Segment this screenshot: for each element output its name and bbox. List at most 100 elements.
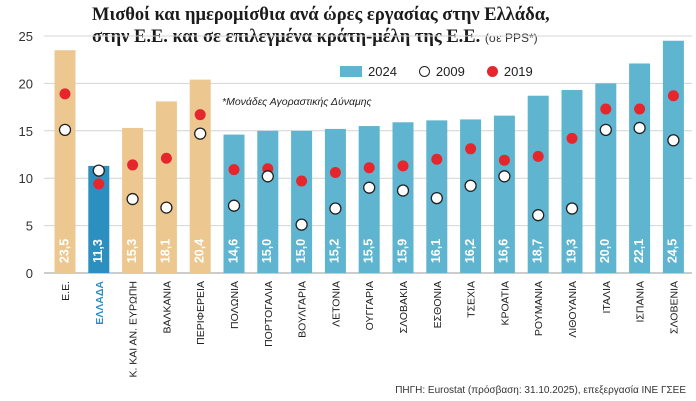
- bar-value-label: 14,6: [226, 239, 240, 263]
- dot-2019: [566, 132, 578, 144]
- bar: [291, 130, 313, 273]
- bar-value-label: 20,4: [192, 239, 206, 263]
- x-tick-label: ΛΕΤΟΝΙΑ: [330, 281, 342, 327]
- bar: [662, 40, 684, 273]
- dot-2019: [194, 109, 206, 121]
- dot-2009: [295, 218, 308, 231]
- dot-2019: [59, 88, 71, 100]
- dot-2019: [296, 175, 308, 187]
- dot-2019: [397, 160, 409, 172]
- x-tick-label: ΙΣΠΑΝΙΑ: [635, 281, 647, 323]
- x-tick-label: ΒΟΥΛΓΑΡΙΑ: [297, 281, 309, 338]
- bar-value-label: 11,3: [91, 239, 105, 263]
- bar-value-label: 18,1: [159, 239, 173, 263]
- legend-item-2024: 2024: [340, 64, 397, 79]
- x-tick-label: ΣΛΟΒΕΝΙΑ: [668, 281, 680, 334]
- bar-value-label: 22,1: [632, 239, 646, 263]
- dot-2009: [261, 170, 274, 183]
- dot-2009: [363, 181, 376, 194]
- bar-value-label: 20,0: [598, 239, 612, 263]
- bar-value-label: 15,0: [294, 239, 308, 263]
- legend: 2024 2009 2019: [340, 64, 555, 79]
- dot-2009: [498, 170, 511, 183]
- bar-value-label: 24,5: [666, 239, 680, 263]
- bar: [155, 101, 177, 273]
- dot-2009: [227, 199, 241, 212]
- bar: [561, 90, 583, 273]
- x-tick-label: ΟΥΓΓΑΡΙΑ: [364, 281, 376, 330]
- dot-2019: [498, 154, 510, 166]
- bar-value-label: 16,6: [497, 239, 511, 263]
- dot-2019: [600, 103, 612, 115]
- bar-value-label: 15,5: [361, 239, 375, 263]
- x-tick-label: ΣΛΟΒΑΚΙΑ: [398, 281, 410, 333]
- dot-2009: [599, 123, 612, 137]
- bar: [88, 165, 110, 273]
- bar-value-label: 15,9: [395, 239, 409, 263]
- y-tick-label: 20: [19, 76, 33, 91]
- bar: [629, 63, 651, 273]
- y-tick-label: 0: [26, 266, 33, 281]
- legend-swatch-red-dot: [486, 66, 498, 77]
- dot-2019: [228, 164, 240, 176]
- x-tick-label: ΕΣΘΟΝΙΑ: [432, 281, 444, 328]
- x-tick-label: ΡΟΥΜΑΝΙΑ: [533, 281, 545, 336]
- x-tick-label: ΚΡΟΑΤΙΑ: [499, 281, 511, 326]
- bar-value-label: 18,7: [530, 239, 544, 263]
- x-tick-label: ΙΤΑΛΙΑ: [601, 281, 613, 314]
- legend-label-2024: 2024: [368, 64, 397, 79]
- dot-2019: [634, 103, 646, 115]
- dot-2009: [532, 209, 545, 222]
- dot-2019: [667, 90, 679, 102]
- legend-item-2009: 2009: [418, 64, 465, 79]
- dot-2019: [532, 150, 544, 162]
- dot-2009: [160, 201, 173, 214]
- x-tick-label: ΤΣΕΧΙΑ: [466, 281, 478, 318]
- legend-swatch-bar: [340, 66, 362, 77]
- dot-2009: [667, 134, 680, 147]
- dot-2019: [363, 162, 375, 174]
- x-tick-label: ΒΑΛΚΑΝΙΑ: [161, 281, 173, 334]
- bar-value-label: 15,3: [125, 239, 139, 263]
- chart-title: Μισθοί και ημερομίσθια ανά ώρες εργασίας…: [92, 4, 572, 49]
- legend-label-2019: 2019: [503, 64, 533, 79]
- dot-2009: [633, 121, 646, 135]
- bar-value-label: 15,2: [328, 239, 342, 263]
- dot-2019: [127, 159, 139, 171]
- dot-2009: [565, 202, 579, 215]
- y-tick-label: 15: [19, 124, 33, 139]
- y-tick-label: 25: [19, 29, 33, 44]
- y-tick-label: 10: [19, 171, 33, 186]
- bar: [392, 122, 414, 273]
- bar: [189, 79, 211, 273]
- dot-2009: [92, 164, 105, 177]
- dot-2009: [194, 127, 207, 140]
- bar: [527, 95, 549, 273]
- x-tick-label: ΠΟΛΩΝΙΑ: [229, 281, 241, 329]
- legend-swatch-open-circle: [418, 66, 430, 77]
- legend-item-2019: 2019: [486, 64, 533, 79]
- bar-value-label: 16,1: [429, 239, 443, 263]
- chart-note: *Μονάδες Αγοραστικής Δύναμης: [222, 96, 372, 108]
- dot-2019: [93, 178, 105, 190]
- bar: [324, 128, 346, 273]
- bar: [257, 130, 279, 273]
- y-tick-label: 5: [26, 219, 33, 234]
- x-tick-label: ΕΛΛΑΔΑ: [94, 281, 106, 325]
- dot-2009: [396, 184, 410, 197]
- x-tick-label: ΠΟΡΤΟΓΑΛΙΑ: [263, 281, 275, 347]
- dot-2009: [58, 123, 72, 137]
- bar-value-label: 23,5: [57, 239, 71, 263]
- chart-title-text: Μισθοί και ημερομίσθια ανά ώρες εργασίας…: [92, 5, 550, 47]
- bar: [358, 126, 380, 273]
- bar: [54, 50, 76, 273]
- bar-value-label: 16,2: [463, 239, 477, 263]
- bar: [493, 115, 515, 273]
- x-tick-label: Ε.Ε.: [60, 281, 72, 301]
- x-tick-label: ΛΙΘΟΥΑΝΙΑ: [567, 281, 579, 338]
- dot-2019: [465, 143, 477, 155]
- legend-label-2009: 2009: [435, 64, 465, 79]
- dot-2009: [430, 191, 443, 205]
- dot-2019: [431, 153, 443, 165]
